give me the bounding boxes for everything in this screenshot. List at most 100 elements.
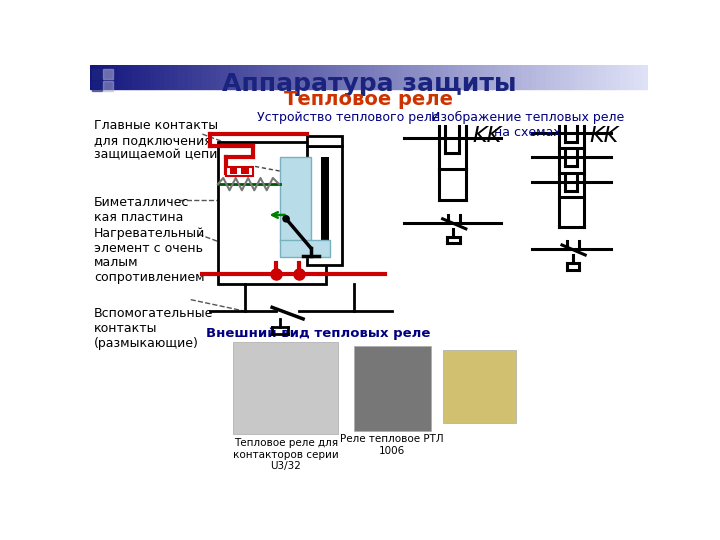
Bar [150,65,155,90]
Bar [91,70,102,79]
Bar [243,65,248,90]
Bar [504,65,508,90]
Bar [122,65,127,90]
Bar [354,346,431,430]
Bar [230,65,234,90]
Bar [118,65,122,90]
Bar [569,65,574,90]
Bar [597,65,601,90]
Bar [532,65,536,90]
Bar [327,65,332,90]
Bar [206,65,211,90]
Bar [141,65,145,90]
Bar [383,65,387,90]
Bar [593,65,597,90]
Bar [453,65,457,90]
Bar [113,65,118,90]
Bar [307,146,342,265]
Bar [215,65,220,90]
Bar [387,65,392,90]
Bar [127,65,132,90]
Bar [620,65,625,90]
Bar [574,65,578,90]
Bar [625,65,629,90]
Bar [541,65,546,90]
Bar [555,65,559,90]
Bar [611,65,616,90]
Bar [174,65,179,90]
Bar [508,65,513,90]
Bar [103,70,113,79]
Bar [103,81,113,91]
Bar [467,65,472,90]
Bar [318,65,323,90]
Circle shape [283,215,289,222]
Bar [192,65,197,90]
Text: Нагревательный
элемент с очень
малым
сопротивлением: Нагревательный элемент с очень малым соп… [94,226,205,285]
Bar [280,157,311,242]
Bar [559,65,564,90]
Bar [239,65,243,90]
Bar [518,65,523,90]
Text: Изображение тепловых реле
на схемах: Изображение тепловых реле на схемах [431,111,624,139]
Text: Устройство теплового реле: Устройство теплового реле [256,111,439,124]
Bar [313,65,318,90]
Bar [94,65,99,90]
Bar [434,65,438,90]
Bar [369,65,374,90]
Bar [233,342,338,434]
Bar [262,65,266,90]
Bar [444,65,448,90]
Bar [374,65,378,90]
Bar [225,65,230,90]
Bar [290,65,294,90]
Bar [188,65,192,90]
Bar [606,65,611,90]
Bar [164,65,169,90]
Bar [280,240,330,257]
Bar [443,350,516,423]
Bar [109,65,113,90]
Bar [639,65,644,90]
Bar [294,65,300,90]
Bar [448,65,453,90]
Bar [462,65,467,90]
Bar [281,65,285,90]
Bar [132,65,137,90]
Bar [629,65,634,90]
Bar [179,65,183,90]
Bar [309,65,313,90]
Bar [550,65,555,90]
Bar [406,65,411,90]
Bar [285,65,290,90]
Bar [523,65,527,90]
Bar [91,81,102,91]
Bar [644,65,648,90]
Bar [241,168,249,174]
Bar [220,65,225,90]
Bar [321,157,329,257]
Bar [527,65,532,90]
Bar [499,65,504,90]
Text: Реле тепловое РТЛ
1006: Реле тепловое РТЛ 1006 [341,434,444,456]
Text: Внешний вид тепловых реле: Внешний вид тепловых реле [207,327,431,340]
Bar [341,65,346,90]
Bar [355,65,360,90]
Bar [485,65,490,90]
Bar [411,65,415,90]
Text: Тепловое реле для
контакторов серии
U3/32: Тепловое реле для контакторов серии U3/3… [233,438,338,471]
Bar [438,65,444,90]
Bar [225,167,253,177]
Bar [336,65,341,90]
Bar [253,65,258,90]
Bar [258,65,262,90]
Text: Тепловое реле: Тепловое реле [284,90,454,109]
Bar [429,65,434,90]
Text: Вспомогательные
контакты
(размыкающие): Вспомогательные контакты (размыкающие) [94,307,213,350]
Bar [588,65,592,90]
Bar [202,65,206,90]
Bar [634,65,639,90]
Bar [99,65,104,90]
Bar [392,65,397,90]
Bar [546,65,550,90]
